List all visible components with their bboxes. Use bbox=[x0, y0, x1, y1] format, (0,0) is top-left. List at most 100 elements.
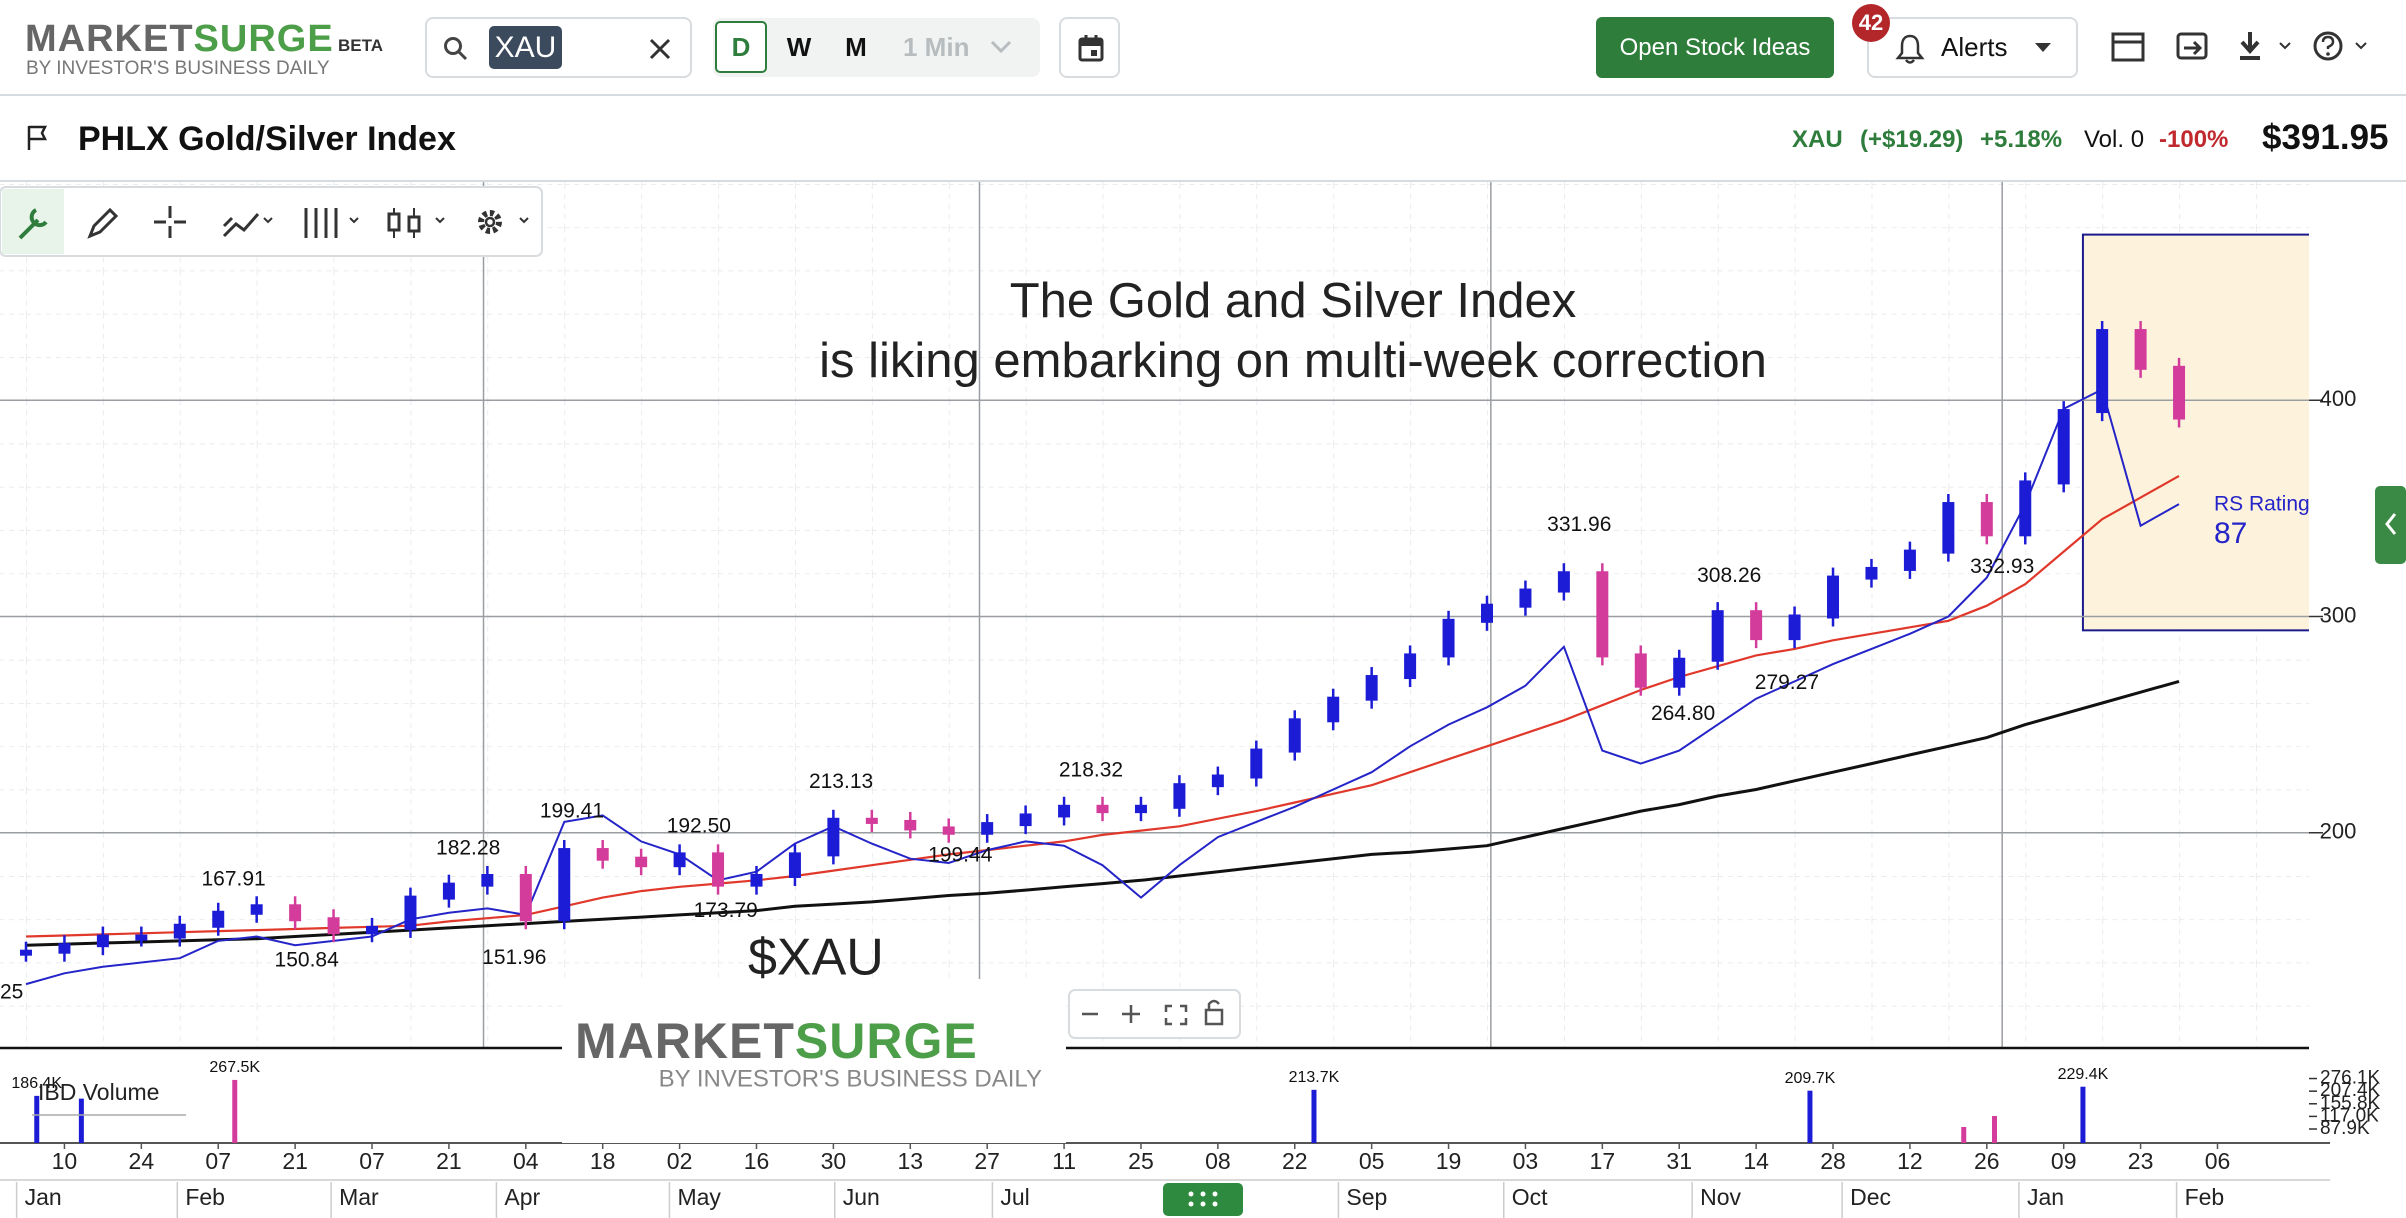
month-label: Jun bbox=[843, 1184, 880, 1210]
x-tick-label: 30 bbox=[821, 1148, 847, 1174]
clear-icon[interactable] bbox=[649, 38, 671, 60]
zoom-in[interactable] bbox=[1122, 1005, 1140, 1023]
tool-pen[interactable] bbox=[87, 207, 119, 239]
x-tick-label: 27 bbox=[974, 1148, 1000, 1174]
price-label: 173.79 bbox=[694, 899, 758, 922]
price-label: 332.93 bbox=[1970, 555, 2034, 578]
x-tick-label: 10 bbox=[52, 1148, 78, 1174]
x-tick-label: 02 bbox=[667, 1148, 693, 1174]
header: MARKETSURGE BETA BY INVESTOR'S BUSINESS … bbox=[0, 0, 2406, 96]
open-stock-ideas[interactable]: Open Stock Ideas bbox=[1596, 17, 1834, 78]
x-tick-label: 06 bbox=[2205, 1148, 2231, 1174]
nav-handle[interactable] bbox=[1163, 1183, 1243, 1216]
month-label: Apr bbox=[504, 1184, 540, 1210]
x-tick-label: 14 bbox=[1743, 1148, 1769, 1174]
beta-tag: BETA bbox=[338, 36, 384, 55]
month-label: Jul bbox=[1000, 1184, 1029, 1210]
x-tick-label: 28 bbox=[1820, 1148, 1846, 1174]
volume-label: 209.7K bbox=[1785, 1070, 1836, 1087]
symbol-label: $XAU bbox=[748, 929, 884, 987]
logo-market: MARKET bbox=[575, 1013, 795, 1069]
x-tick-label: 04 bbox=[513, 1148, 539, 1174]
volume-bar bbox=[2080, 1086, 2086, 1143]
y-tick-label: 200 bbox=[2320, 819, 2357, 844]
x-tick-label: 17 bbox=[1590, 1148, 1616, 1174]
quote-change-pct: +5.18% bbox=[1980, 126, 2063, 153]
calendar-icon bbox=[1078, 35, 1104, 62]
logo-surge: SURGE bbox=[193, 18, 334, 60]
x-tick-label: 19 bbox=[1436, 1148, 1462, 1174]
price-label: 213.13 bbox=[809, 770, 873, 793]
x-tick-label: 16 bbox=[744, 1148, 770, 1174]
x-tick-label: 13 bbox=[897, 1148, 923, 1174]
zoom-controls bbox=[1068, 989, 1241, 1039]
search-box[interactable]: XAU bbox=[425, 17, 692, 78]
period-group: D W M 1 Min bbox=[713, 18, 1040, 77]
volume-tick-label: 117.0K bbox=[2320, 1105, 2379, 1126]
x-tick-label: 26 bbox=[1974, 1148, 2000, 1174]
volume-label: 213.7K bbox=[1289, 1069, 1340, 1086]
side-tab[interactable] bbox=[2375, 486, 2406, 564]
flag-icon[interactable] bbox=[26, 124, 50, 152]
price-label: 264.80 bbox=[1651, 702, 1715, 725]
caret bbox=[2035, 43, 2051, 52]
search-icon bbox=[444, 37, 468, 61]
volume-tick-label: 87.9K bbox=[2320, 1118, 2370, 1139]
volume-tick-label: 207.4K bbox=[2320, 1080, 2381, 1101]
interval-select[interactable]: 1 Min bbox=[903, 32, 970, 62]
tool-bars[interactable] bbox=[304, 208, 338, 238]
month-label: Jan bbox=[25, 1184, 62, 1210]
price-label: 151.96 bbox=[482, 946, 546, 969]
tool-trend[interactable] bbox=[222, 213, 260, 238]
tool-candles[interactable] bbox=[387, 212, 401, 232]
month-label: Nov bbox=[1700, 1184, 1741, 1210]
price-label: 167.91 bbox=[201, 868, 265, 891]
drawing-toolbar bbox=[0, 186, 543, 257]
tool-crosshair[interactable] bbox=[154, 206, 186, 238]
x-tick-label: 21 bbox=[436, 1148, 462, 1174]
price-label: 279.27 bbox=[1755, 671, 1819, 694]
layout-icon[interactable] bbox=[2111, 32, 2145, 62]
price-label: 331.96 bbox=[1547, 513, 1611, 536]
alerts-button[interactable]: Alerts bbox=[1867, 17, 2078, 78]
month-label: Feb bbox=[2185, 1184, 2225, 1210]
quote-volume: Vol. 0 bbox=[2084, 126, 2145, 153]
annotation: is liking embarking on multi-week correc… bbox=[819, 334, 1767, 388]
alerts-label: Alerts bbox=[1941, 32, 2008, 62]
price-label: 199.44 bbox=[928, 844, 993, 867]
tool-wrench[interactable] bbox=[18, 208, 48, 240]
minor-grid bbox=[0, 182, 2309, 1047]
x-tick-label: 18 bbox=[590, 1148, 616, 1174]
chevron bbox=[990, 40, 1012, 54]
logo-surge: SURGE bbox=[795, 1013, 978, 1069]
calendar-button[interactable] bbox=[1059, 17, 1120, 78]
period-button[interactable]: D bbox=[715, 21, 767, 73]
x-tick-label: 23 bbox=[2128, 1148, 2154, 1174]
rs-label: RS Rating bbox=[2214, 493, 2310, 516]
logo[interactable]: MARKETSURGE bbox=[25, 18, 334, 61]
share-icon[interactable] bbox=[2176, 32, 2208, 60]
month-label: Oct bbox=[1512, 1184, 1548, 1210]
lock[interactable] bbox=[1204, 1008, 1224, 1026]
watermark: MARKETSURGE BY INVESTOR'S BUSINESS DAILY bbox=[562, 979, 1066, 1143]
period-button[interactable]: M bbox=[845, 32, 867, 62]
x-tick-label: 08 bbox=[1205, 1148, 1231, 1174]
highlight-box bbox=[2081, 233, 2309, 632]
x-tick-label: 07 bbox=[205, 1148, 231, 1174]
volume-bar bbox=[1961, 1126, 1967, 1143]
rs-value: 87 bbox=[2214, 517, 2247, 550]
volume-label: 267.5K bbox=[209, 1059, 260, 1076]
volume-bar bbox=[1991, 1116, 1997, 1143]
quote-volume-pct: -100% bbox=[2159, 126, 2229, 153]
month-label: Mar bbox=[339, 1184, 379, 1210]
fit-screen[interactable] bbox=[1164, 1004, 1188, 1026]
help-icon[interactable] bbox=[2313, 31, 2343, 61]
download-icon[interactable] bbox=[2240, 32, 2260, 60]
watermark-tagline: BY INVESTOR'S BUSINESS DAILY bbox=[659, 1065, 1042, 1092]
quote-symbol: XAU bbox=[1792, 126, 1843, 153]
volume-bar bbox=[34, 1095, 40, 1143]
period-button[interactable]: W bbox=[786, 32, 812, 62]
tool-settings[interactable] bbox=[478, 210, 502, 234]
